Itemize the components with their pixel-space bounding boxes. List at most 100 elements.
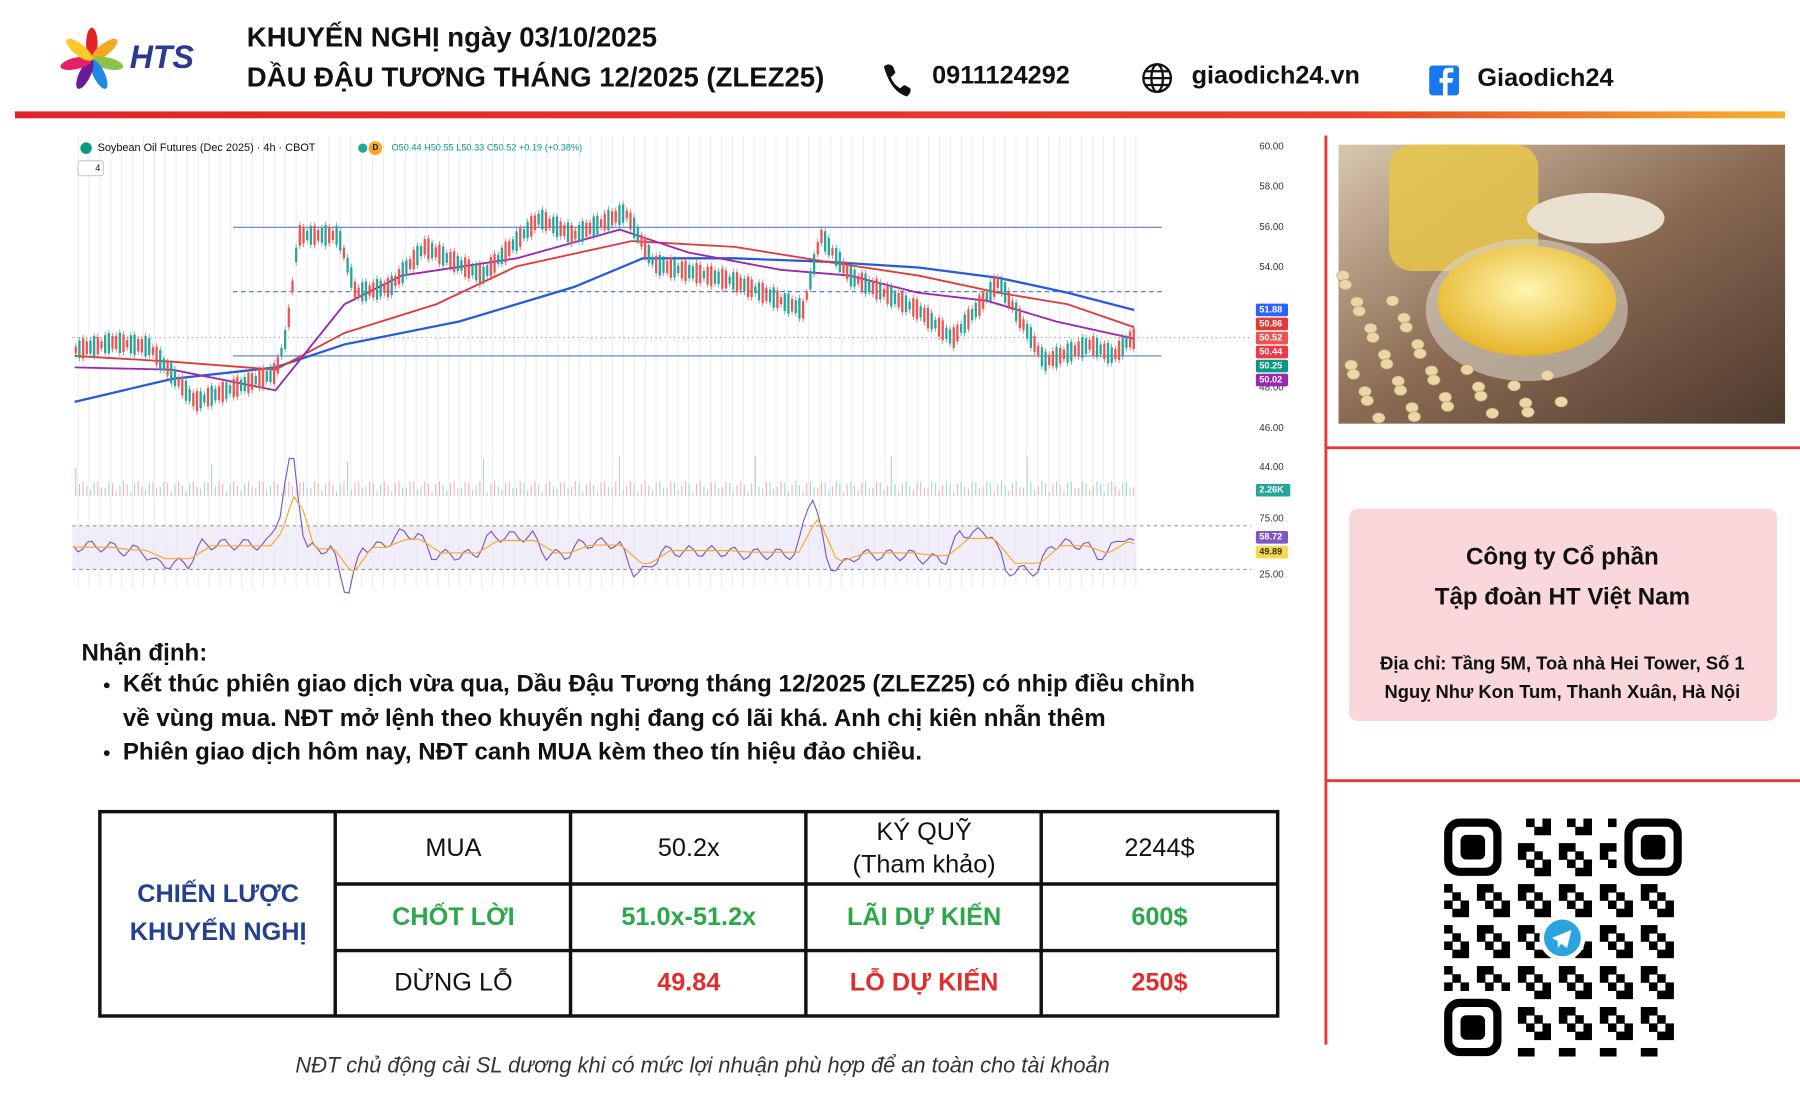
- candle-body: [423, 239, 426, 255]
- candle-body: [706, 266, 709, 285]
- qr-module: [1534, 949, 1543, 959]
- qr-module: [1665, 941, 1674, 950]
- candle-body: [566, 222, 570, 243]
- candle-body: [1114, 349, 1117, 360]
- bean: [1399, 321, 1413, 333]
- indicator-toggle[interactable]: [77, 160, 104, 177]
- candle-body: [842, 261, 845, 274]
- candle-body: [530, 216, 533, 237]
- candle-body: [478, 264, 481, 285]
- candle-body: [603, 213, 606, 231]
- candle-body: [214, 388, 217, 401]
- product-photo: [1336, 144, 1786, 424]
- candle-body: [879, 282, 882, 300]
- qr-module: [1526, 884, 1535, 893]
- company-name: Công ty Cổ phần: [1466, 543, 1659, 570]
- candle-body: [801, 301, 805, 319]
- candle-body: [1004, 282, 1007, 303]
- candle-body: [563, 224, 566, 237]
- qr-finder: [1640, 834, 1666, 860]
- candle-body: [427, 238, 430, 260]
- logo-text: HTS: [130, 39, 195, 75]
- candle-body: [699, 264, 702, 283]
- candle-body: [581, 221, 584, 242]
- candle-body: [276, 356, 279, 374]
- qr-module: [1542, 908, 1551, 918]
- qr-module: [1583, 867, 1592, 877]
- candle-body: [853, 269, 856, 287]
- candle-body: [508, 241, 511, 256]
- bean: [1460, 364, 1474, 376]
- candle-body: [151, 347, 155, 355]
- rsi-label: 75.00: [1259, 513, 1284, 524]
- candle-body: [500, 247, 504, 264]
- candle-body: [610, 211, 614, 226]
- qr-module: [1599, 843, 1609, 852]
- facebook: Giaodich24: [1477, 64, 1613, 92]
- qr-module: [1542, 982, 1551, 991]
- qr-module: [1640, 1007, 1650, 1016]
- volume-bars: [75, 455, 1135, 496]
- table-cell: 49.84: [657, 969, 720, 997]
- qr-module: [1640, 966, 1650, 975]
- candle-body: [783, 293, 786, 312]
- qr-module: [1575, 851, 1584, 860]
- rsi-line: [73, 457, 1135, 594]
- qr-module: [1460, 982, 1470, 991]
- candle-body: [137, 339, 140, 352]
- candle-body: [254, 375, 257, 385]
- candle-body: [787, 293, 790, 314]
- qr-module: [1558, 892, 1568, 901]
- qr-module: [1583, 990, 1592, 1000]
- qr-module: [1599, 892, 1609, 901]
- qr-module: [1452, 949, 1461, 959]
- bean: [1474, 390, 1488, 402]
- company-name: Tập đoàn HT Việt Nam: [1435, 583, 1690, 610]
- qr-module: [1648, 1007, 1658, 1016]
- price-tag-text: 50.86: [1259, 318, 1282, 328]
- candle-body: [486, 265, 489, 276]
- candle-body: [471, 265, 474, 276]
- qr-module: [1599, 925, 1609, 934]
- candle-body: [559, 221, 562, 236]
- candle-body: [739, 277, 742, 291]
- candle-body: [239, 379, 243, 392]
- qr-module: [1624, 900, 1633, 910]
- candle-body: [100, 341, 103, 349]
- candle-body: [188, 389, 191, 402]
- bean: [1352, 305, 1366, 317]
- candle-body: [798, 298, 801, 319]
- candle-body: [199, 391, 202, 409]
- indicator-count: 4: [95, 163, 100, 173]
- table-cell: MUA: [425, 834, 481, 862]
- ohlc: O50.44 H50.55 L50.33 C50.52 +0.19 (+0.38…: [391, 143, 582, 153]
- candle-body: [368, 285, 371, 296]
- candle-body: [1066, 343, 1069, 363]
- candle-body: [912, 298, 915, 317]
- ma-line: [74, 240, 1135, 371]
- candle-body: [677, 265, 680, 274]
- qr-module: [1485, 900, 1494, 910]
- candle-body: [919, 306, 922, 318]
- candle-body: [1015, 302, 1018, 322]
- candle-body: [717, 271, 720, 285]
- candle-body: [555, 216, 559, 238]
- candle-body: [78, 340, 81, 359]
- axis-label: 48.00: [1259, 383, 1284, 394]
- candle-body: [1040, 347, 1044, 367]
- candle-body: [992, 277, 996, 297]
- candle-body: [1018, 308, 1021, 329]
- candle-body: [1073, 345, 1077, 356]
- qr-module: [1517, 1047, 1527, 1057]
- rsi-lines: [73, 457, 1135, 594]
- candle-body: [607, 209, 610, 231]
- phone: 0911124292: [932, 62, 1070, 90]
- qr-module: [1517, 933, 1527, 942]
- rsi-tag: [1255, 530, 1289, 544]
- qr-module: [1657, 1031, 1666, 1041]
- table-cell: KÝ QUỸ: [876, 817, 972, 846]
- qr-finder: [1460, 1015, 1486, 1040]
- qr-module: [1542, 826, 1551, 836]
- candle-body: [118, 332, 121, 354]
- candle-body: [644, 237, 647, 258]
